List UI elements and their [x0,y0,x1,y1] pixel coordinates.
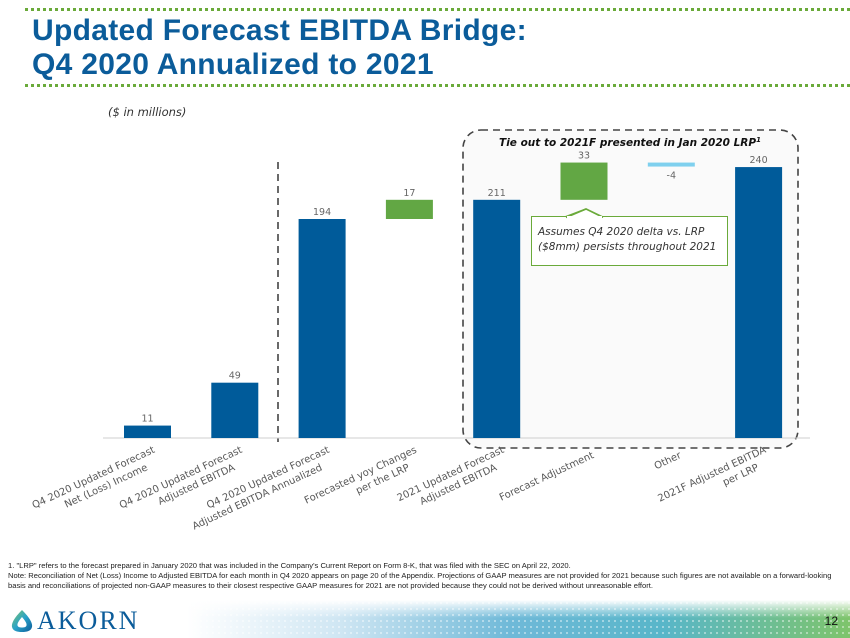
data-label-6: 33 [578,151,590,162]
tie-out-label-text: Tie out to 2021F presented in Jan 2020 L… [499,137,756,149]
page-title: Updated Forecast EBITDA Bridge: Q4 2020 … [32,14,527,82]
ebitda-bridge-chart: Tie out to 2021F presented in Jan 2020 L… [31,129,810,533]
units-note: ($ in millions) [108,105,187,119]
tie-out-superscript: 1 [756,136,761,144]
footer-fade [0,600,850,618]
annotation-line-1: Assumes Q4 2020 delta vs. LRP [538,226,705,238]
tie-out-label: Tie out to 2021F presented in Jan 2020 L… [499,136,761,149]
title-top-divider [25,8,850,11]
category-label-6: Forecast Adjustment [498,450,596,503]
footnote-1: 1. "LRP" refers to the forecast prepared… [8,561,571,570]
bar-6 [560,162,608,200]
title-line-1: Updated Forecast EBITDA Bridge: [32,14,527,47]
category-label-line: Other [653,450,684,472]
title-bottom-divider [25,84,850,87]
bar-8 [735,167,783,439]
data-label-5: 211 [488,188,506,199]
annotation-line-2: ($8mm) persists throughout 2021 [538,241,717,253]
akorn-logo-icon [11,610,33,632]
bar-5 [473,199,521,438]
title-line-2: Q4 2020 Annualized to 2021 [32,48,434,81]
data-label-7: -4 [667,171,676,182]
data-label-1: 11 [141,414,153,425]
category-label-3: Q4 2020 Updated ForecastAdjusted EBITDA … [185,445,337,533]
bar-2 [211,382,259,438]
bar-7 [647,162,695,167]
data-label-2: 49 [229,371,241,382]
bar-1 [124,425,171,438]
footnotes: 1. "LRP" refers to the forecast prepared… [8,561,843,591]
annotation-callout: Assumes Q4 2020 delta vs. LRP ($8mm) per… [531,216,728,266]
data-label-3: 194 [313,207,331,218]
data-label-8: 240 [750,155,768,166]
category-label-1: Q4 2020 Updated ForecastNet (Loss) Incom… [31,445,163,523]
category-label-7: Other [653,450,684,472]
bar-4 [385,199,433,219]
category-label-line: Forecast Adjustment [498,450,596,503]
footnote-note: Note: Reconciliation of Net (Loss) Incom… [8,571,832,590]
data-label-4: 17 [403,188,415,199]
bar-3 [298,219,346,438]
akorn-logo-text: AKORN [37,606,140,635]
tie-out-box [462,129,799,449]
page-number: 12 [824,614,838,628]
akorn-logo: AKORN [10,606,139,636]
